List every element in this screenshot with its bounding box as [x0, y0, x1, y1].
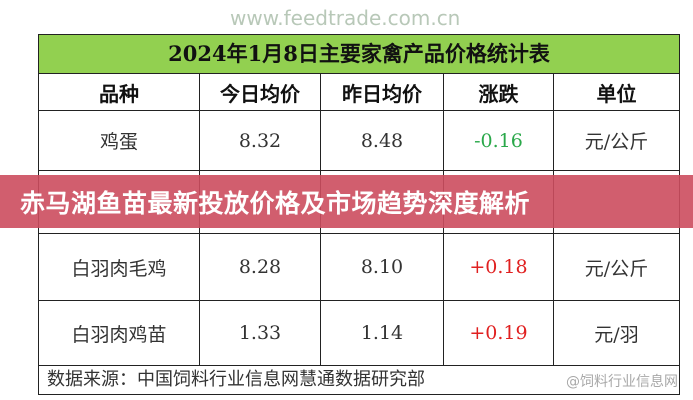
- cell-name: 鸡蛋: [39, 111, 200, 170]
- table-row: 白羽肉鸡苗 1.33 1.14 +0.19 元/羽: [39, 301, 679, 366]
- watermark-center: www.feedtrade.com.cn: [230, 6, 461, 30]
- table-title: 2024年1月8日主要家禽产品价格统计表: [39, 35, 679, 74]
- article-title[interactable]: 赤马湖鱼苗最新投放价格及市场趋势深度解析: [20, 188, 531, 218]
- cell-today: 8.28: [200, 234, 321, 300]
- cell-today: 8.32: [200, 111, 321, 170]
- cell-today: 1.33: [200, 301, 321, 365]
- source-note: 数据来源：中国饲料行业信息网慧通数据研究部: [47, 369, 425, 390]
- article-title-banner[interactable]: 赤马湖鱼苗最新投放价格及市场趋势深度解析: [0, 175, 693, 228]
- cell-change: -0.16: [444, 111, 554, 170]
- cell-unit: 元/公斤: [584, 257, 649, 280]
- header-cell: 单位: [596, 81, 637, 106]
- cell-yesterday: 1.14: [321, 301, 444, 365]
- cell-name: 白羽肉毛鸡: [39, 234, 200, 300]
- cell-unit: 元/羽: [594, 323, 639, 346]
- cell-yesterday: 8.10: [321, 234, 444, 300]
- cell-name: 白羽肉鸡苗: [39, 301, 200, 365]
- cell-change: +0.18: [444, 234, 554, 300]
- cell-unit: 元/公斤: [584, 131, 649, 153]
- header-cell: 涨跌: [444, 74, 554, 110]
- header-row: 品种 今日均价 昨日均价 涨跌 单位: [39, 74, 679, 111]
- header-cell: 品种: [39, 74, 200, 110]
- cell-change: +0.19: [444, 301, 554, 365]
- header-cell: 今日均价: [200, 74, 321, 110]
- cell-yesterday: 8.48: [321, 111, 444, 170]
- header-cell: 昨日均价: [321, 74, 444, 110]
- table-row: 鸡蛋 8.32 8.48 -0.16 元/公斤: [39, 111, 679, 171]
- table-row: 白羽肉毛鸡 8.28 8.10 +0.18 元/公斤: [39, 234, 679, 301]
- watermark: @饲料行业信息网: [566, 374, 678, 390]
